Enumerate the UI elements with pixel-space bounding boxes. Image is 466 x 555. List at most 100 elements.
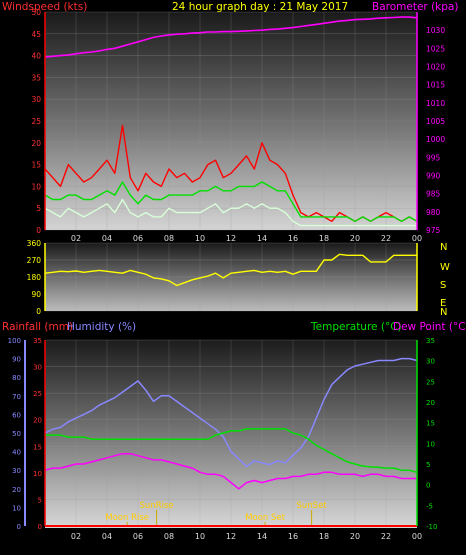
- temperature-tick-label: -10: [426, 523, 437, 531]
- barometer-tick-label: 990: [426, 172, 441, 181]
- humidity-tick-label: 90: [12, 356, 21, 364]
- temperature-tick-label: -5: [426, 502, 433, 510]
- temperature-axis-title: Temperature (°C): [310, 321, 402, 333]
- rainfall-axis-title: Rainfall (mm): [2, 321, 73, 333]
- wind-x-tick-label: 14: [257, 234, 267, 243]
- climate-x-tick-label: 20: [350, 532, 360, 541]
- wind-x-tick-label: 04: [102, 234, 112, 243]
- wind-x-tick-label: 10: [195, 234, 205, 243]
- rain-tick-label: 20: [33, 417, 42, 425]
- climate-x-tick-label: 08: [164, 532, 174, 541]
- wind-panel-series: [44, 16, 418, 227]
- barometer-tick-label: 1000: [426, 135, 445, 144]
- compass-label: W: [440, 262, 450, 273]
- barometer-tick-label: 1025: [426, 44, 445, 53]
- rain-tick-label: 0: [38, 523, 42, 531]
- temperature-tick-label: 30: [426, 358, 435, 366]
- climate-x-tick-label: 00: [412, 532, 422, 541]
- event-label: Moon Set: [245, 513, 285, 523]
- barometer-tick-label: 1020: [426, 63, 445, 72]
- climate-panel-axes: 010203040506070809010005101520253035-10-…: [8, 337, 438, 541]
- humidity-tick-label: 30: [12, 467, 21, 475]
- rain-tick-label: 10: [33, 470, 42, 478]
- compass-label: N: [440, 307, 447, 318]
- barometer-tick-label: 975: [426, 226, 441, 235]
- temperature-tick-label: 35: [426, 337, 435, 345]
- wind-x-tick-label: 18: [319, 234, 329, 243]
- wind-tick-label: 5: [36, 204, 41, 213]
- wind-tick-label: 15: [31, 161, 41, 170]
- wind-tick-label: 35: [31, 73, 41, 82]
- barometer-tick-label: 995: [426, 153, 441, 162]
- barometer-tick-label: 1030: [426, 26, 445, 35]
- humidity-tick-label: 70: [12, 393, 21, 401]
- event-label: SunRise: [140, 501, 174, 511]
- wind-x-tick-label: 16: [288, 234, 298, 243]
- humidity-tick-label: 50: [12, 430, 21, 438]
- humidity-tick-label: 0: [17, 523, 21, 531]
- climate-x-tick-label: 06: [133, 532, 143, 541]
- wind-tick-label: 0: [36, 226, 41, 235]
- barometer-tick-label: 1015: [426, 81, 445, 90]
- barometer-tick-label: 1010: [426, 99, 445, 108]
- direction-tick-label: 180: [27, 273, 42, 282]
- climate-x-tick-label: 22: [381, 532, 391, 541]
- climate-panel-events: Moon Rise SunRise Moon Set SunSet: [105, 501, 327, 526]
- event-label: Moon Rise: [105, 513, 149, 523]
- rain-tick-label: 35: [33, 337, 42, 345]
- humidity-tick-label: 40: [12, 449, 21, 457]
- compass-label: N: [440, 242, 447, 253]
- direction-panel-series: [44, 253, 417, 287]
- wind-tick-label: 20: [31, 139, 41, 148]
- wind-axis-title: Windspeed (kts): [2, 1, 87, 13]
- compass-label: S: [440, 280, 446, 291]
- dewpoint-axis-title: Dew Point (°C): [393, 321, 466, 333]
- wind-tick-label: 25: [31, 117, 41, 126]
- humidity-tick-label: 100: [8, 337, 21, 345]
- wind-x-tick-label: 00: [412, 234, 422, 243]
- direction-series-line: [44, 253, 417, 287]
- humidity-tick-label: 80: [12, 374, 21, 382]
- direction-tick-label: 270: [27, 256, 42, 265]
- wind-x-tick-label: 06: [133, 234, 143, 243]
- barometer-tick-label: 985: [426, 190, 441, 199]
- wind-x-tick-label: 22: [381, 234, 391, 243]
- wind-x-tick-label: 08: [164, 234, 174, 243]
- rain-tick-label: 30: [33, 364, 42, 372]
- wind-x-tick-label: 20: [350, 234, 360, 243]
- barometer-axis-title: Barometer (kpa): [372, 1, 458, 13]
- temperature-tick-label: 5: [426, 461, 430, 469]
- climate-panel-background: [45, 340, 417, 528]
- climate-x-tick-label: 04: [102, 532, 112, 541]
- wind-panel-grid: [45, 11, 418, 231]
- climate-panel-series: [44, 357, 418, 527]
- wind-tick-label: 50: [31, 8, 41, 17]
- wind-x-tick-label: 12: [226, 234, 236, 243]
- climate-x-tick-label: 12: [226, 532, 236, 541]
- wind-x-tick-label: 02: [71, 234, 81, 243]
- wind-panel-axes: 0510152025303540455097598098599099510001…: [31, 8, 445, 243]
- rain-tick-label: 25: [33, 390, 42, 398]
- wind-tick-label: 30: [31, 95, 41, 104]
- direction-tick-label: 90: [31, 290, 41, 299]
- wind-series-line: [44, 16, 418, 58]
- climate-x-tick-label: 02: [71, 532, 81, 541]
- wind-tick-label: 10: [31, 182, 41, 191]
- chart-title: 24 hour graph day : 21 May 2017: [172, 1, 348, 13]
- temperature-tick-label: 20: [426, 399, 435, 407]
- wind-tick-label: 45: [31, 30, 41, 39]
- climate-panel-grid: [45, 339, 418, 527]
- compass-label: E: [440, 298, 446, 309]
- direction-tick-label: 360: [27, 239, 42, 248]
- climate-series-line: [45, 428, 418, 474]
- wind-tick-label: 40: [31, 52, 41, 61]
- temperature-tick-label: 0: [426, 482, 430, 490]
- barometer-tick-label: 1005: [426, 117, 445, 126]
- rain-tick-label: 15: [33, 443, 42, 451]
- humidity-tick-label: 10: [12, 504, 21, 512]
- climate-x-tick-label: 18: [319, 532, 329, 541]
- temperature-tick-label: 15: [426, 420, 435, 428]
- event-label: SunSet: [297, 501, 328, 511]
